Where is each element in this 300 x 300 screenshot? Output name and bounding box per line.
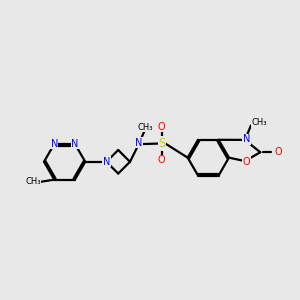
Text: N: N (71, 139, 79, 149)
Text: O: O (158, 155, 166, 165)
Text: N: N (51, 139, 58, 149)
Text: CH₃: CH₃ (138, 123, 153, 132)
Text: N: N (243, 134, 250, 144)
Text: O: O (274, 147, 282, 157)
Text: N: N (135, 138, 142, 148)
Text: CH₃: CH₃ (26, 178, 41, 187)
Text: N: N (103, 157, 110, 167)
Text: O: O (158, 122, 166, 132)
Text: O: O (243, 157, 250, 167)
Text: S: S (158, 137, 166, 150)
Text: CH₃: CH₃ (251, 118, 267, 127)
